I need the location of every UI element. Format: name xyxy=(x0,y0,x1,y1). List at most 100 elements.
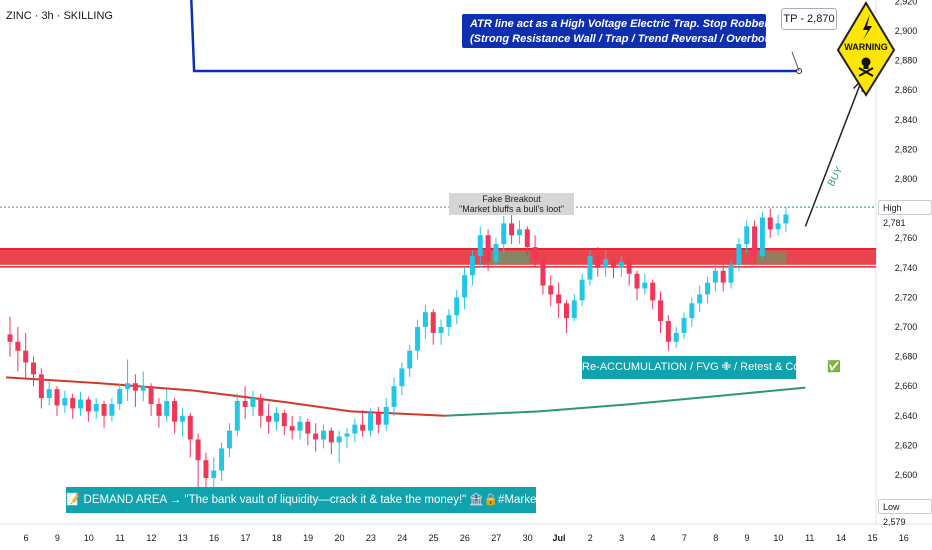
x-tick-label: 20 xyxy=(334,533,344,543)
candle-body xyxy=(407,350,413,369)
candle-body xyxy=(540,258,546,286)
candle-body xyxy=(125,383,131,390)
candle-body xyxy=(705,282,711,295)
x-tick-label: 17 xyxy=(240,533,250,543)
candle-body xyxy=(516,229,522,236)
candle-body xyxy=(101,403,107,416)
candle-body xyxy=(415,327,421,351)
candle-body xyxy=(281,412,287,427)
candle-body xyxy=(563,303,569,319)
x-tick-label: 6 xyxy=(23,533,28,543)
candle-body xyxy=(658,300,664,322)
candle-body xyxy=(736,244,742,265)
x-tick-label: 16 xyxy=(899,533,909,543)
y-tick-label: 2,920 xyxy=(895,0,918,6)
retest-zone-left xyxy=(486,251,530,264)
candle-body xyxy=(211,470,217,478)
high-value: 2,781 xyxy=(883,218,906,228)
y-tick-label: 2,760 xyxy=(895,233,918,243)
low-label: Low xyxy=(883,502,900,512)
candle-body xyxy=(462,275,468,298)
candle-body xyxy=(375,412,381,425)
candle-body xyxy=(642,282,648,289)
candle-body xyxy=(273,412,279,422)
candle-body xyxy=(132,383,138,391)
candle-body xyxy=(399,368,405,387)
high-price-tag: High 2,781 xyxy=(878,200,932,228)
candle-body xyxy=(203,460,209,478)
fake-breakout-label: Fake Breakout "Market bluffs a bull's lo… xyxy=(449,193,574,215)
resistance-zone xyxy=(0,250,876,265)
candle-body xyxy=(336,436,342,443)
candle-body xyxy=(548,285,554,295)
candle-body xyxy=(603,258,609,268)
x-tick-label: 15 xyxy=(867,533,877,543)
atr-callout-line1: ATR line act as a High Voltage Electric … xyxy=(470,18,802,30)
candle-body xyxy=(752,226,758,256)
y-tick-label: 2,720 xyxy=(895,292,918,302)
y-tick-label: 2,840 xyxy=(895,115,918,125)
x-tick-label: 18 xyxy=(272,533,282,543)
candle-body xyxy=(391,386,397,407)
candle-body xyxy=(313,433,319,440)
candle-body xyxy=(650,282,656,301)
candle-body xyxy=(195,439,201,461)
candle-body xyxy=(62,398,68,406)
candle-body xyxy=(673,332,679,342)
fake-breakout-title: Fake Breakout xyxy=(482,194,541,204)
x-tick-label: 8 xyxy=(713,533,718,543)
candle-body xyxy=(289,426,295,431)
y-tick-label: 2,880 xyxy=(895,56,918,66)
candle-body xyxy=(595,255,601,268)
x-tick-label: 10 xyxy=(84,533,94,543)
candle-body xyxy=(509,223,515,236)
candle-body xyxy=(360,424,366,431)
x-tick-label: 16 xyxy=(209,533,219,543)
candle-body xyxy=(438,327,444,333)
low-value: 2,579 xyxy=(883,517,906,527)
y-tick-label: 2,680 xyxy=(895,352,918,362)
x-tick-label: 9 xyxy=(745,533,750,543)
x-tick-label: Jul xyxy=(552,533,565,543)
candle-body xyxy=(305,421,311,434)
take-profit-tag: TP - 2,870 xyxy=(781,8,837,30)
candle-body xyxy=(634,273,640,289)
candle-body xyxy=(140,386,146,391)
candle-body xyxy=(383,406,389,425)
candle-body xyxy=(697,294,703,304)
candle-body xyxy=(626,261,632,274)
candle-body xyxy=(117,389,123,404)
candle-body xyxy=(328,430,334,443)
candle-body xyxy=(681,318,687,333)
candle-body xyxy=(775,223,781,230)
candle-body xyxy=(454,297,460,316)
atr-line xyxy=(190,0,800,73)
candle-body xyxy=(587,255,593,280)
candle-body xyxy=(187,415,193,440)
candle-body xyxy=(477,235,483,256)
candle-body xyxy=(38,374,44,399)
x-tick-label: 9 xyxy=(55,533,60,543)
x-tick-label: 19 xyxy=(303,533,313,543)
candle-body xyxy=(7,334,13,342)
candle-body xyxy=(720,270,726,283)
candle-body xyxy=(618,261,624,268)
candle-body xyxy=(368,412,374,431)
warning-label: WARNING xyxy=(844,42,888,52)
warning-icon: WARNING xyxy=(836,1,896,97)
x-tick-label: 14 xyxy=(836,533,846,543)
x-tick-label: 13 xyxy=(178,533,188,543)
x-tick-label: 30 xyxy=(523,533,533,543)
candle-body xyxy=(446,315,452,327)
candle-body xyxy=(321,430,326,440)
x-tick-label: 10 xyxy=(773,533,783,543)
buy-arrow-line xyxy=(804,79,863,227)
high-label: High xyxy=(883,203,902,213)
candle-body xyxy=(767,217,773,230)
x-tick-label: 4 xyxy=(650,533,655,543)
candle-body xyxy=(164,401,170,416)
moving-average-red xyxy=(5,376,445,417)
candle-body xyxy=(571,300,577,319)
